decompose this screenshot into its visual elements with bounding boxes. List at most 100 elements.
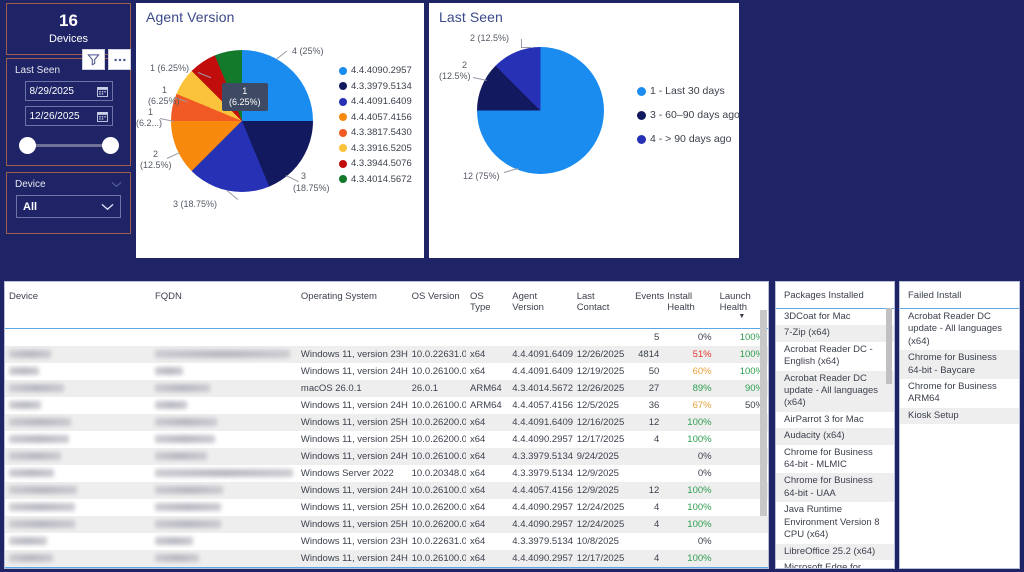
chevron-down-icon[interactable] [111,181,122,188]
cell-fqdn [151,397,297,414]
more-options-icon[interactable] [108,49,131,70]
packages-installed-list-item[interactable]: Java Runtime Environment Version 8 CPU (… [784,504,880,541]
failed-install-panel[interactable]: Failed Install Acrobat Reader DC update … [899,281,1020,569]
table-row[interactable]: Windows 11, version 25H2 10.0.26200.0 x64 4… [5,414,768,431]
devices-table-panel[interactable]: Device FQDN Operating System OS Version … [4,281,769,572]
legend-item[interactable]: 4 - > 90 days ago [637,133,740,145]
cell-os-version [408,329,466,347]
legend-item[interactable]: 4.3.3944.5076 [339,158,412,169]
devices-kpi-card[interactable]: 16 Devices [6,3,131,55]
table-row[interactable]: Windows 11, version 25H2 10.0.26200.0 x64 4… [5,499,768,516]
legend-item[interactable]: 4.4.4091.6409 [339,96,412,107]
col-header-agent-version[interactable]: Agent Version [508,282,573,329]
packages-installed-list-item[interactable]: Chrome for Business 64-bit - MLMIC [784,446,873,471]
legend-label: 4 - > 90 days ago [650,133,732,145]
last-seen-end-date-field[interactable]: 12/26/2025 [24,106,113,126]
slider-handle-start[interactable] [18,137,36,154]
cell-operating-system: Windows 11, version 25H2 [300,434,408,445]
cell-install-health: 100% [663,516,716,533]
sort-descending-icon[interactable]: ▼ [738,313,746,320]
table-row[interactable]: Windows Server 2022 10.0.20348.0 x64 4.3.39… [5,465,768,482]
last-seen-chart-panel[interactable]: Last Seen 2 (12.5%) 2 (12.5%) 12 (75%) 1… [429,3,740,258]
col-header-launch-health[interactable]: Launch Health ▼ [715,282,768,329]
table-row[interactable]: 5 0% 100% [5,329,768,347]
legend-item[interactable]: 4.3.3979.5134 [339,81,412,92]
packages-installed-list-item[interactable]: LibreOffice 25.2 (x64) [776,543,894,560]
cell-device [5,465,151,482]
redacted-value [9,435,69,444]
agent-pie-label-10: 1 (6.25%) [150,63,190,73]
packages-scrollbar[interactable] [886,308,892,563]
legend-item[interactable]: 4.4.4057.4156 [339,112,412,123]
scrollbar-thumb[interactable] [760,310,767,516]
chevron-down-icon[interactable] [101,203,114,211]
failed-install-list-item[interactable]: Acrobat Reader DC update - All languages… [908,311,1003,347]
table-row[interactable]: Windows 11, version 23H2 10.0.22631.0 x64 4… [5,346,768,363]
legend-item[interactable]: 4.4.4090.2957 [339,65,412,76]
col-header-fqdn[interactable]: FQDN [150,282,297,329]
failed-install-list-item[interactable]: Chrome for Business 64-bit - Baycare [900,350,1019,380]
table-row[interactable]: Windows 11, version 23H2 10.0.22631.0 x64 4… [5,533,768,550]
legend-color-swatch [637,86,646,96]
legend-color-swatch [637,134,646,144]
table-row[interactable]: Windows 11, version 25H2 10.0.26200.0 x64 4… [5,516,768,533]
cell-install-health: 89% [663,380,716,397]
legend-color-swatch [339,82,347,90]
last-seen-start-date-field[interactable]: 8/29/2025 [24,81,113,101]
packages-installed-list-item[interactable]: 3DCoat for Mac [784,311,851,322]
table-row[interactable]: Windows 11, version 24H2 10.0.26100.0 x64 4… [5,482,768,499]
col-header-device[interactable]: Device [5,282,151,329]
last-seen-pie[interactable] [477,47,604,174]
table-vertical-scrollbar[interactable] [760,310,767,548]
col-header-os-type[interactable]: OS Type [466,282,509,329]
agent-pie-label-2: (18.75%) [293,183,330,193]
agent-version-pie[interactable] [171,50,313,192]
col-header-events[interactable]: Events [631,282,664,329]
slider-handle-end[interactable] [101,137,119,154]
cell-last-contact: 12/16/2025 [572,414,632,431]
legend-item[interactable]: 4.3.4014.5672 [339,174,412,185]
legend-item[interactable]: 1 - Last 30 days [637,85,740,97]
cell-fqdn [150,516,297,533]
cell-install-health: 60% [692,366,712,377]
table-row[interactable]: Windows 11, version 24H2 10.0.26100.0 ARM6… [5,397,768,414]
col-header-last-contact[interactable]: Last Contact [572,282,632,329]
failed-install-list-item[interactable]: Chrome for Business ARM64 [908,381,997,405]
col-header-os-version[interactable]: OS Version [407,282,466,329]
packages-installed-list-item[interactable]: 7-Zip (x64) [776,325,894,342]
calendar-icon[interactable] [96,111,108,122]
packages-installed-list-item[interactable]: Microsoft Edge for Business for Mac with… [784,561,862,569]
packages-installed-list-item[interactable]: AirParrot 3 for Mac [784,413,864,425]
packages-installed-list-item[interactable]: Acrobat Reader DC update - All languages… [776,370,894,412]
packages-installed-list-item[interactable]: Chrome for Business 64-bit - UAA [776,473,894,503]
last-seen-range-slider[interactable] [18,135,119,155]
cell-install-health: 100% [687,434,712,445]
cell-operating-system: Windows 11, version 24H2 [296,448,408,465]
legend-item[interactable]: 4.3.3817.5430 [339,127,412,138]
calendar-icon[interactable] [96,86,108,97]
agent-version-chart-panel[interactable]: Agent Version 4 (25%) 3 (18.75%) 3 (18.7… [136,3,424,258]
last-seen-slicer[interactable]: Last Seen 8/29/2025 [6,49,131,166]
table-row[interactable]: Windows 11, version 24H2 10.0.26100.0 x64 4… [5,363,768,380]
device-slicer[interactable]: Device All [6,172,131,234]
scrollbar-thumb[interactable] [886,308,892,384]
packages-installed-list-item[interactable]: Audacity (x64) [776,428,894,445]
table-row[interactable]: Windows 11, version 24H2 10.0.26100.0 x64 4… [5,550,768,568]
cell-last-contact [573,329,631,347]
col-header-install-health[interactable]: Install Health [663,282,716,329]
legend-item[interactable]: 3 - 60–90 days ago [637,109,740,121]
filter-funnel-icon[interactable] [82,49,105,70]
table-row[interactable]: Windows 11, version 25H2 10.0.26200.0 x64 4… [5,431,768,448]
col-header-operating-system[interactable]: Operating System [296,282,408,329]
packages-installed-list-item[interactable]: Acrobat Reader DC - English (x64) [784,343,873,368]
cell-agent-version: 4.3.3979.5134 [512,536,573,547]
cell-events [631,533,663,550]
table-row[interactable]: macOS 26.0.1 26.0.1 ARM64 4.3.4014.5672 12/2… [5,380,768,397]
table-row[interactable]: Windows 11, version 24H2 10.0.26100.0 x64 4… [5,448,768,465]
cell-last-contact: 12/24/2025 [576,502,625,513]
legend-item[interactable]: 4.3.3916.5205 [339,143,412,154]
packages-installed-panel[interactable]: Packages Installed 3DCoat for Mac 7-Zip (… [775,281,895,569]
device-dropdown[interactable]: All [16,195,121,218]
failed-install-list-item[interactable]: Kiosk Setup [900,407,1019,425]
cell-os-type: x64 [466,550,509,568]
